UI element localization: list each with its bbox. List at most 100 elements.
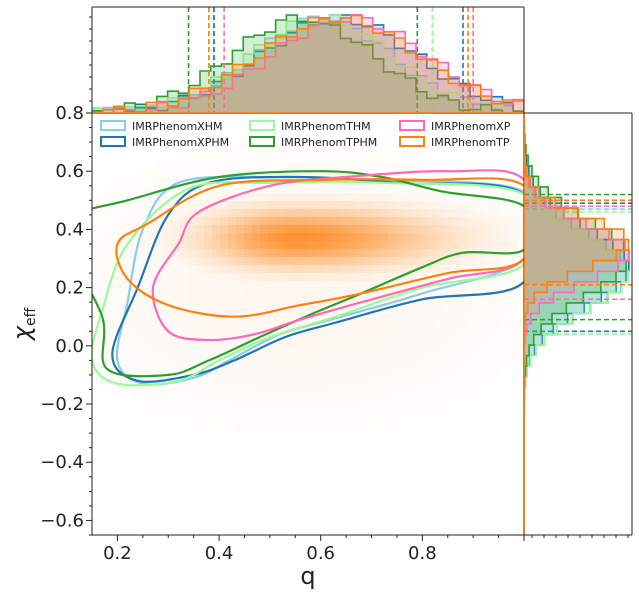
density-cell <box>148 305 156 313</box>
density-cell <box>316 241 324 249</box>
density-cell <box>412 305 420 313</box>
density-cell <box>172 217 180 225</box>
density-cell <box>284 241 292 249</box>
density-cell <box>156 321 164 329</box>
density-cell <box>220 209 228 217</box>
density-cell <box>228 145 236 153</box>
density-cell <box>164 249 172 257</box>
density-cell <box>484 281 492 289</box>
density-cell <box>420 193 428 201</box>
density-cell <box>468 185 476 193</box>
density-cell <box>468 225 476 233</box>
density-cell <box>436 401 444 409</box>
density-cell <box>276 265 284 273</box>
density-cell <box>276 337 284 345</box>
density-cell <box>428 401 436 409</box>
density-cell <box>172 161 180 169</box>
density-cell <box>228 329 236 337</box>
density-cell <box>356 329 364 337</box>
y-tick-label: −0.4 <box>40 452 84 473</box>
density-cell <box>324 385 332 393</box>
density-cell <box>140 185 148 193</box>
density-cell <box>268 417 276 425</box>
density-cell <box>164 401 172 409</box>
density-cell <box>164 361 172 369</box>
density-cell <box>268 209 276 217</box>
density-cell <box>284 281 292 289</box>
density-cell <box>244 289 252 297</box>
density-cell <box>388 257 396 265</box>
density-cell <box>284 209 292 217</box>
density-cell <box>292 249 300 257</box>
density-cell <box>340 225 348 233</box>
density-cell <box>108 193 116 201</box>
density-cell <box>460 265 468 273</box>
density-cell <box>492 209 500 217</box>
density-cell <box>428 305 436 313</box>
density-cell <box>468 217 476 225</box>
density-cell <box>284 153 292 161</box>
density-cell <box>388 409 396 417</box>
density-cell <box>356 369 364 377</box>
density-cell <box>156 385 164 393</box>
density-cell <box>252 305 260 313</box>
density-cell <box>244 153 252 161</box>
density-cell <box>476 217 484 225</box>
density-cell <box>372 217 380 225</box>
density-cell <box>516 233 524 241</box>
density-cell <box>172 169 180 177</box>
density-cell <box>180 169 188 177</box>
density-cell <box>516 249 524 257</box>
density-cell <box>156 217 164 225</box>
density-cell <box>452 185 460 193</box>
density-cell <box>268 305 276 313</box>
density-cell <box>316 289 324 297</box>
density-cell <box>500 241 508 249</box>
density-cell <box>468 329 476 337</box>
density-cell <box>100 225 108 233</box>
density-cell <box>348 209 356 217</box>
density-cell <box>124 185 132 193</box>
density-cell <box>164 329 172 337</box>
density-cell <box>468 369 476 377</box>
density-cell <box>348 393 356 401</box>
density-cell <box>508 345 516 353</box>
density-cell <box>332 241 340 249</box>
density-cell <box>132 393 140 401</box>
density-cell <box>396 289 404 297</box>
density-cell <box>324 217 332 225</box>
density-cell <box>404 377 412 385</box>
density-cell <box>172 329 180 337</box>
density-cell <box>324 393 332 401</box>
density-cell <box>404 337 412 345</box>
density-cell <box>412 241 420 249</box>
y-tick-label: 0.4 <box>55 219 84 240</box>
density-cell <box>316 217 324 225</box>
density-cell <box>292 273 300 281</box>
density-cell <box>468 257 476 265</box>
density-cell <box>324 241 332 249</box>
density-cell <box>140 297 148 305</box>
density-cell <box>108 289 116 297</box>
density-cell <box>196 305 204 313</box>
density-cell <box>468 361 476 369</box>
density-cell <box>516 273 524 281</box>
density-cell <box>316 417 324 425</box>
density-cell <box>252 425 260 433</box>
density-cell <box>452 369 460 377</box>
density-cell <box>420 257 428 265</box>
density-cell <box>436 329 444 337</box>
density-cell <box>380 329 388 337</box>
density-cell <box>260 329 268 337</box>
density-cell <box>404 369 412 377</box>
density-cell <box>220 217 228 225</box>
density-cell <box>332 185 340 193</box>
density-cell <box>292 257 300 265</box>
density-cell <box>404 185 412 193</box>
density-cell <box>284 369 292 377</box>
density-cell <box>308 393 316 401</box>
density-cell <box>348 305 356 313</box>
density-cell <box>420 321 428 329</box>
density-cell <box>268 193 276 201</box>
density-cell <box>396 305 404 313</box>
